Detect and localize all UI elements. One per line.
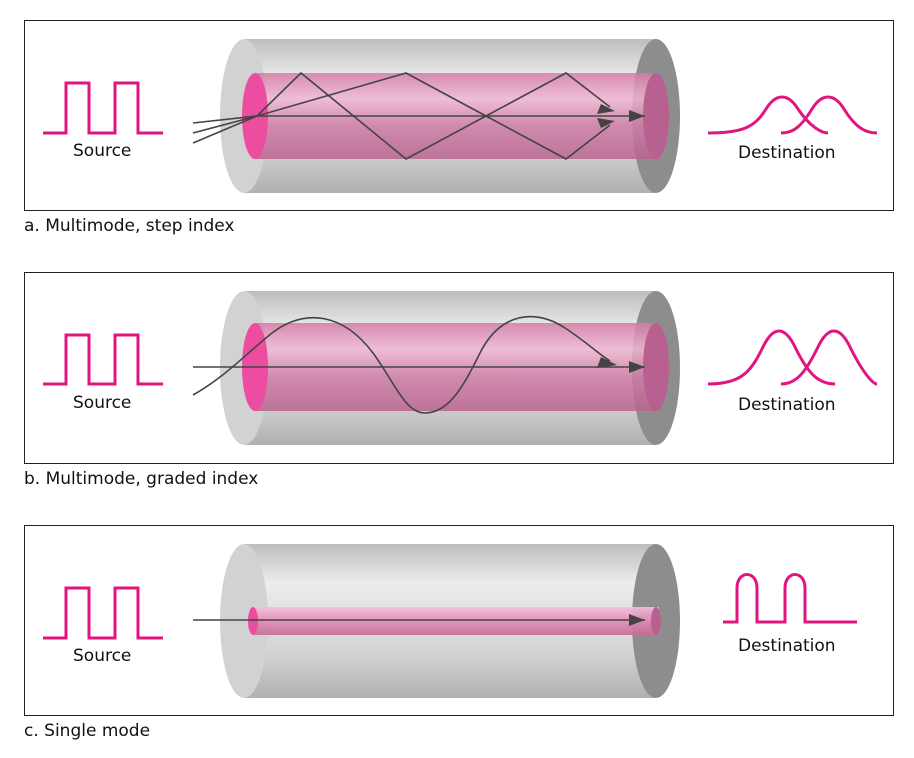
source-pulse xyxy=(43,333,163,386)
single-mode-diagram xyxy=(43,544,857,698)
destination-pulse xyxy=(707,95,829,135)
source-label: Source xyxy=(73,141,132,161)
destination-label: Destination xyxy=(738,395,836,415)
graded-index-diagram xyxy=(43,291,878,445)
caption-step-index: a. Multimode, step index xyxy=(24,216,235,236)
fiber-core xyxy=(248,607,661,635)
ray-arrowheads xyxy=(629,614,645,626)
step-index-diagram xyxy=(43,39,878,193)
ray-arrowheads xyxy=(597,357,645,373)
source-pulse xyxy=(43,586,163,640)
source-pulse xyxy=(43,81,163,135)
light-rays xyxy=(192,315,645,414)
destination-pulse xyxy=(707,329,836,386)
destination-label: Destination xyxy=(738,143,836,163)
light-rays xyxy=(192,71,645,160)
caption-graded-index: b. Multimode, graded index xyxy=(24,469,259,489)
destination-pulse xyxy=(723,573,857,624)
panel-step-index: Source Destination xyxy=(24,20,894,211)
destination-label: Destination xyxy=(738,636,836,656)
source-label: Source xyxy=(73,646,132,666)
caption-single-mode: c. Single mode xyxy=(24,721,151,741)
ray-arrowheads xyxy=(597,104,645,128)
panel-graded-index: Source Destination xyxy=(24,272,894,464)
panel-single-mode: Source Destination xyxy=(24,525,894,716)
source-label: Source xyxy=(73,393,132,413)
